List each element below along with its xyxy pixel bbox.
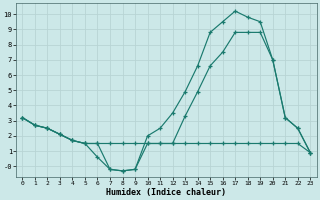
X-axis label: Humidex (Indice chaleur): Humidex (Indice chaleur) (106, 188, 226, 197)
